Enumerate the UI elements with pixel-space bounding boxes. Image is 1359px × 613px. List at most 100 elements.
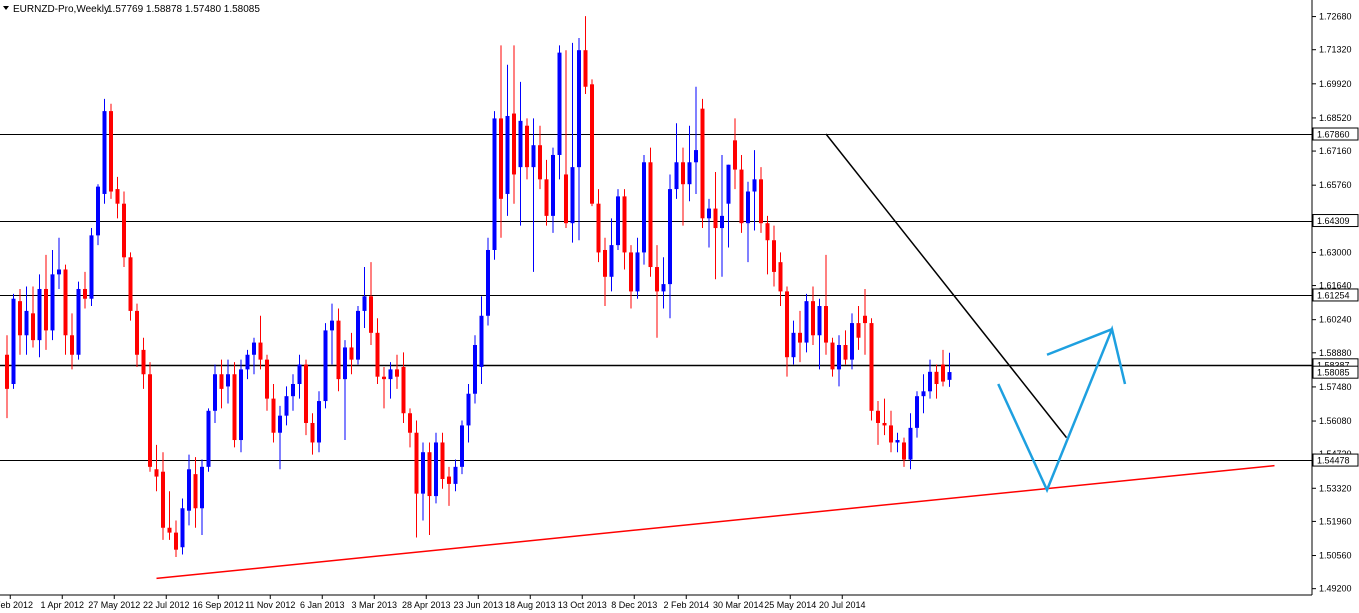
candle xyxy=(330,303,334,365)
candle-body xyxy=(538,145,542,180)
candle-body xyxy=(219,374,224,389)
candle-body xyxy=(726,164,731,204)
price-projection xyxy=(997,325,1127,494)
candle xyxy=(505,64,510,216)
candle xyxy=(752,150,757,231)
candle-body xyxy=(232,374,237,441)
candle-body xyxy=(291,383,295,397)
candle-body xyxy=(44,288,48,331)
time-tick-label: 22 Jul 2012 xyxy=(143,600,190,610)
candle xyxy=(616,189,620,250)
candle-body xyxy=(544,179,549,216)
candle-body xyxy=(908,427,913,460)
candle xyxy=(622,189,627,270)
candle xyxy=(206,408,211,472)
candle xyxy=(473,335,477,404)
candle xyxy=(135,303,139,367)
candle xyxy=(271,383,276,443)
candle xyxy=(921,374,926,414)
candle xyxy=(83,271,87,309)
candle-body xyxy=(804,301,809,343)
time-tick-label: 27 May 2012 xyxy=(88,600,140,610)
candle-body xyxy=(564,174,568,224)
candle xyxy=(291,374,295,411)
candle xyxy=(843,330,848,365)
candle-body xyxy=(473,345,477,394)
candle xyxy=(89,228,94,307)
candle-body xyxy=(739,169,744,224)
candle xyxy=(187,454,191,526)
candle xyxy=(713,172,718,280)
candle xyxy=(876,401,880,445)
candle-body xyxy=(356,310,360,360)
candle xyxy=(479,296,484,384)
candle xyxy=(304,359,308,436)
candle xyxy=(791,320,796,365)
descending-trendline[interactable] xyxy=(825,133,1068,439)
candle-body xyxy=(850,323,854,360)
candle xyxy=(869,318,874,421)
candle-body xyxy=(96,186,100,236)
candle-body xyxy=(434,442,438,497)
projection-zigzag[interactable] xyxy=(997,325,1127,494)
candle-body xyxy=(414,432,419,494)
candle-body xyxy=(772,240,776,272)
candle xyxy=(193,457,198,528)
candle-body xyxy=(63,269,68,336)
candle-body xyxy=(557,52,562,155)
candle xyxy=(24,286,29,355)
candle xyxy=(5,335,9,419)
candle-body xyxy=(388,369,393,380)
candle-body xyxy=(531,145,536,168)
candle-body xyxy=(284,396,289,416)
price-tick-label: 1.61640 xyxy=(1319,281,1352,291)
time-tick-label: 11 Nov 2012 xyxy=(245,600,295,610)
candle xyxy=(908,413,913,470)
price-tick-label: 1.72680 xyxy=(1319,12,1352,22)
candle-body xyxy=(310,422,315,443)
candle xyxy=(18,288,22,355)
candle-body xyxy=(135,310,139,355)
candle-body xyxy=(713,208,718,229)
candle xyxy=(239,359,243,453)
candle-body xyxy=(674,162,679,190)
candle xyxy=(310,413,315,455)
candle-body xyxy=(213,374,217,411)
candle xyxy=(167,491,172,540)
time-tick-label: 30 Mar 2014 xyxy=(713,600,764,610)
candle xyxy=(102,98,107,204)
candle xyxy=(460,420,464,475)
candle xyxy=(863,288,867,355)
candle xyxy=(258,315,263,370)
candle-body xyxy=(154,469,159,477)
candle xyxy=(772,225,776,287)
candle xyxy=(778,252,783,307)
candle xyxy=(583,16,588,95)
projection-arrow-head[interactable] xyxy=(1046,328,1113,356)
horizontal-levels xyxy=(0,134,1312,461)
candle-body xyxy=(941,364,945,382)
time-tick-label: 23 Jun 2013 xyxy=(453,600,503,610)
candle xyxy=(362,267,367,328)
candle-body xyxy=(642,162,646,253)
candle-body xyxy=(408,413,412,433)
candle xyxy=(395,354,399,389)
ascending-trendline[interactable] xyxy=(156,464,1275,580)
candle-body xyxy=(304,364,308,423)
candle xyxy=(349,332,354,375)
candle-body xyxy=(206,410,211,467)
candle-body xyxy=(102,111,107,194)
candle-body xyxy=(752,179,757,192)
candle-body xyxy=(343,347,347,380)
candle-body xyxy=(252,342,256,355)
dropdown-triangle-icon[interactable] xyxy=(3,6,9,10)
candle xyxy=(544,159,549,226)
candle-body xyxy=(460,425,464,467)
candle xyxy=(817,298,822,370)
candle-body xyxy=(382,376,386,380)
level-price-tag: 1.58387 xyxy=(1317,360,1350,370)
candle xyxy=(785,286,789,377)
candle-body xyxy=(830,342,835,370)
candle xyxy=(447,466,451,506)
